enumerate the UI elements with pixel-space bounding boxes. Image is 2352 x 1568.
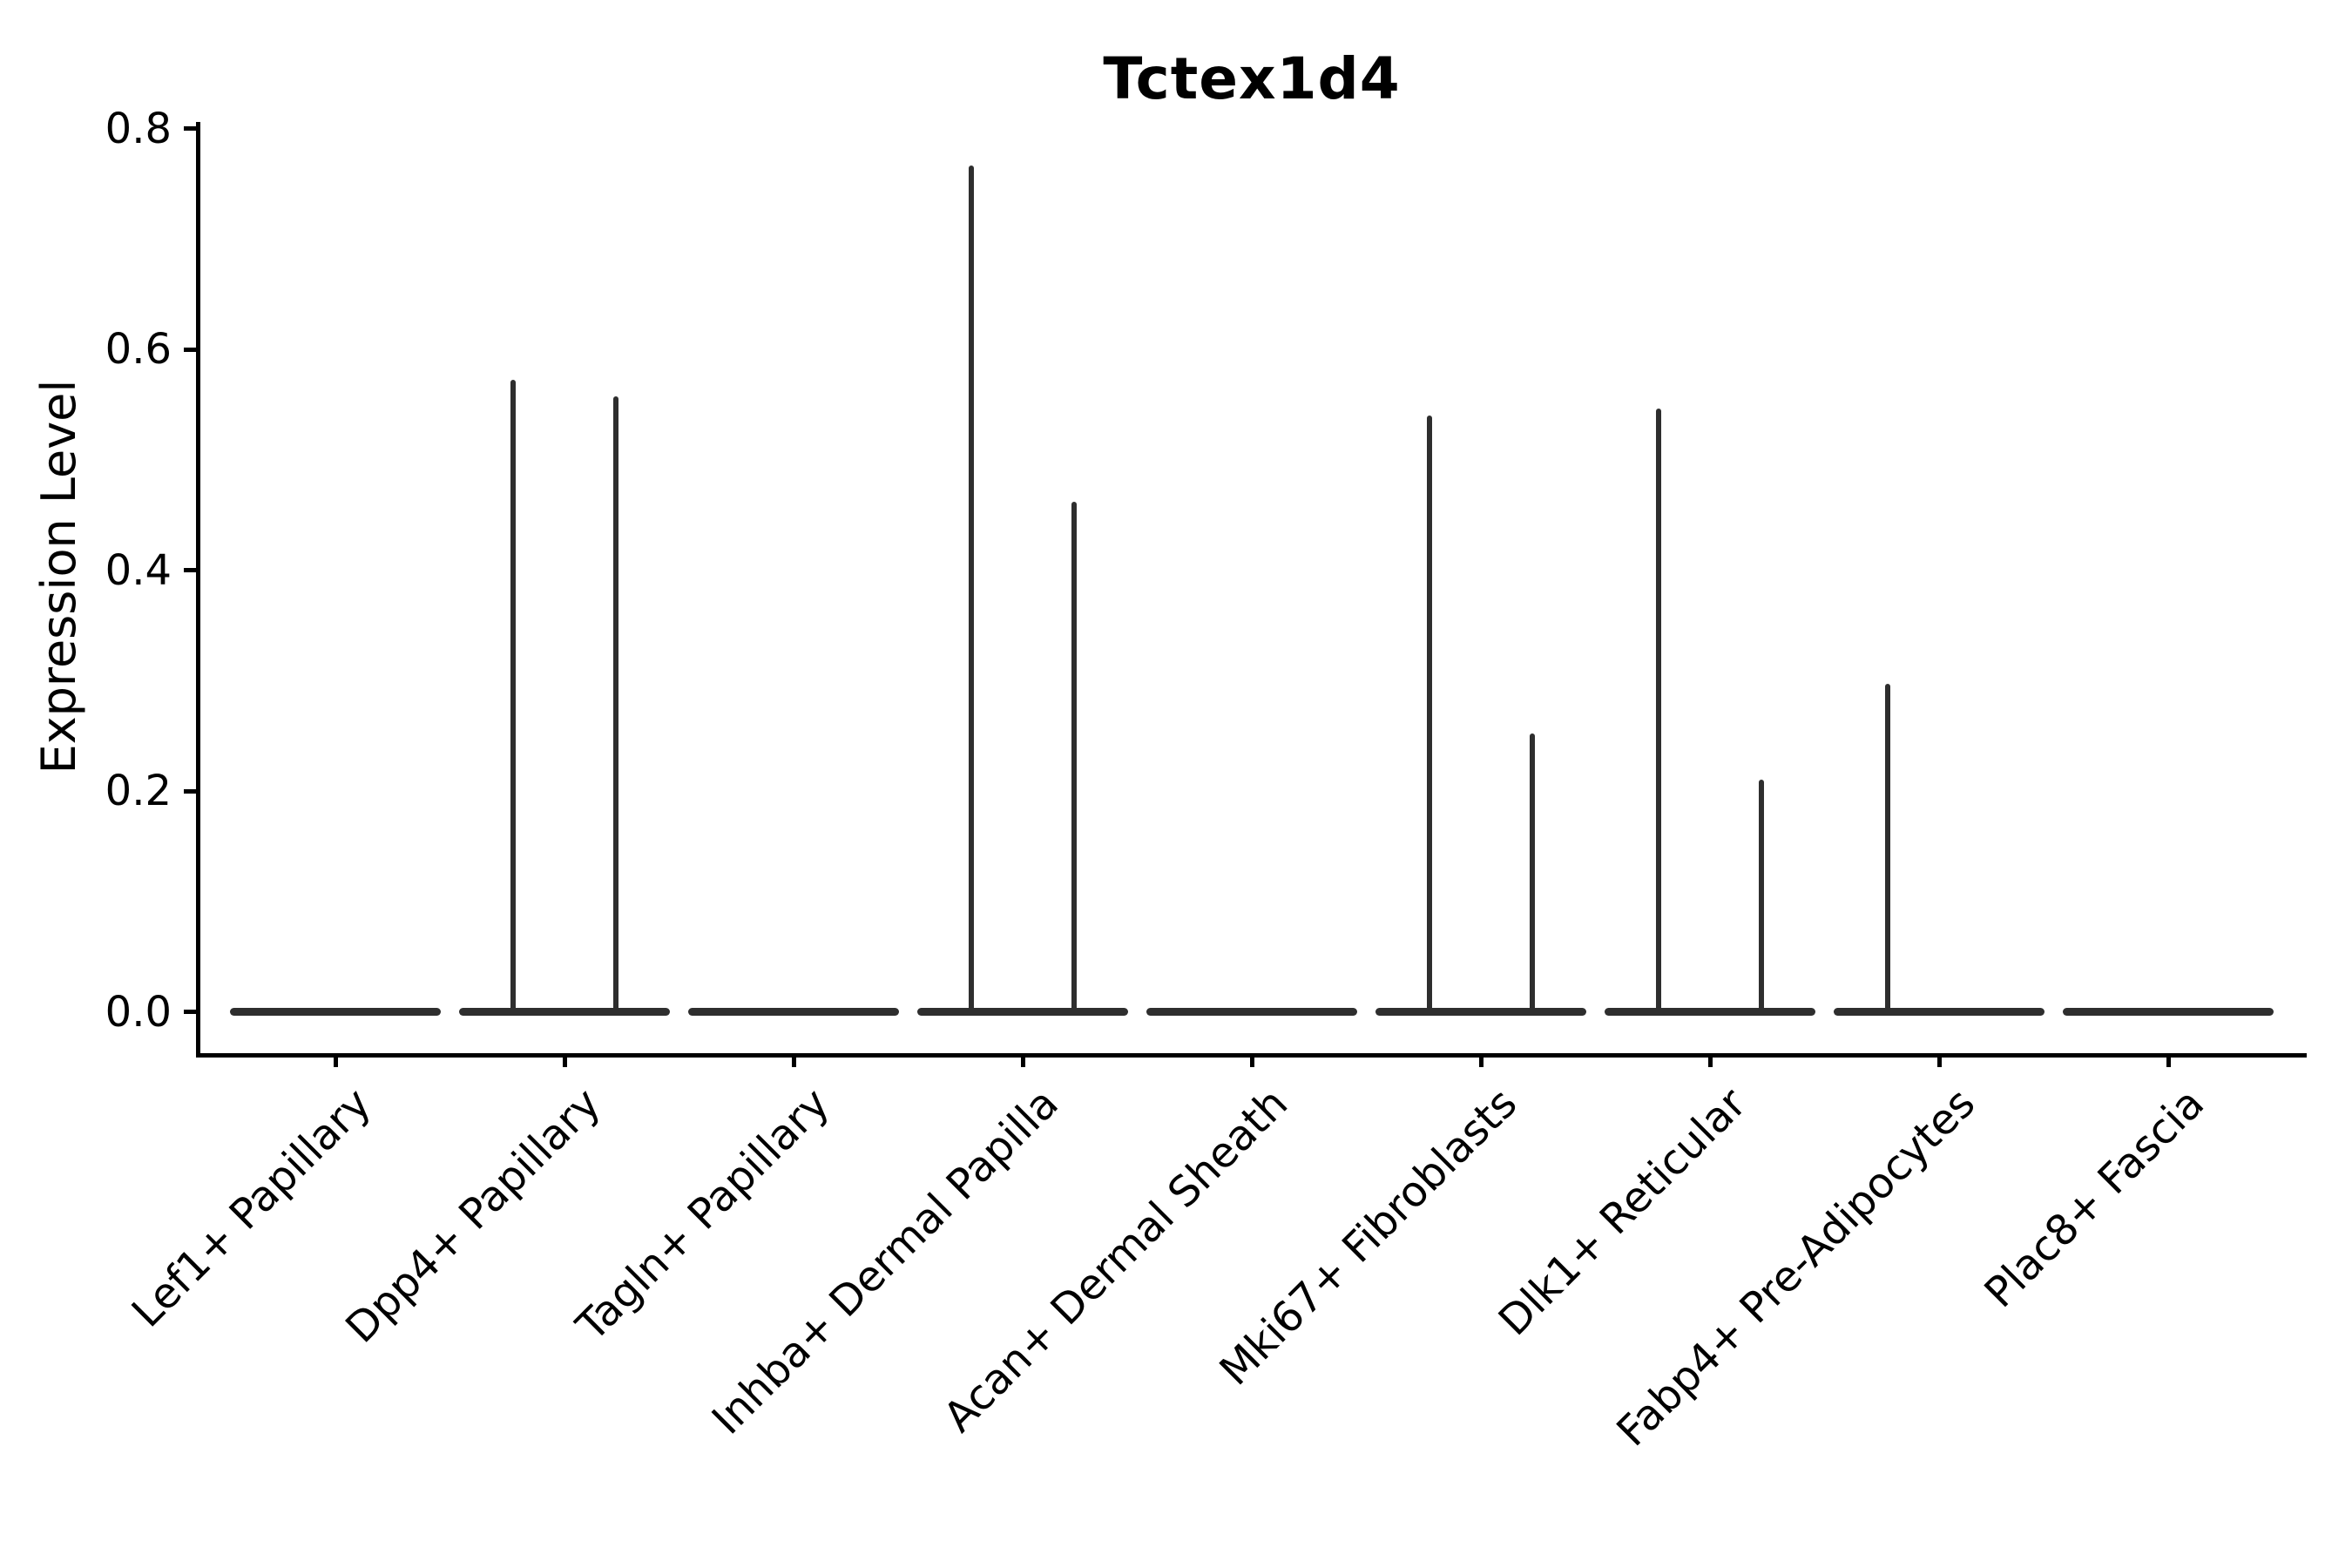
violin-base [1375, 1008, 1586, 1016]
x-tick-label: Tagln+ Papillary [567, 1078, 840, 1351]
x-tick-mark [791, 1053, 796, 1067]
violin-spike [1759, 780, 1764, 1014]
y-tick-mark [184, 126, 196, 132]
x-tick-mark [1936, 1053, 1942, 1067]
y-tick-mark [184, 788, 196, 794]
violin-spike [1656, 408, 1661, 1014]
violin-base [230, 1008, 441, 1016]
y-tick-mark [184, 568, 196, 573]
violin-base [688, 1008, 899, 1016]
y-tick-mark [184, 1010, 196, 1014]
chart-title: Tctex1d4 [1103, 45, 1401, 112]
violin-spike [613, 395, 618, 1014]
y-tick-label: 0.2 [105, 767, 172, 816]
violin-spike [1530, 733, 1535, 1014]
violin-spike [969, 165, 974, 1014]
y-tick-label: 0.8 [105, 104, 172, 153]
violin-spike [1427, 416, 1432, 1014]
violin-base [1146, 1008, 1357, 1016]
y-tick-mark [184, 347, 196, 352]
y-tick-label: 0.0 [105, 987, 172, 1037]
y-tick-label: 0.4 [105, 545, 172, 595]
x-tick-mark [333, 1053, 338, 1067]
violin-base [2063, 1008, 2274, 1016]
violin-spike [510, 379, 516, 1014]
violin-base [459, 1008, 670, 1016]
x-tick-mark [1020, 1053, 1025, 1067]
y-axis-spine [196, 122, 200, 1058]
violin-spike [1885, 684, 1890, 1014]
x-tick-mark [562, 1053, 567, 1067]
violin-spike [1071, 502, 1077, 1014]
x-tick-label: Plac8+ Fascia [1975, 1078, 2214, 1318]
x-tick-label: Dpp4+ Papillary [336, 1078, 611, 1353]
x-tick-label: Lef1+ Papillary [123, 1078, 382, 1337]
x-tick-mark [1707, 1053, 1713, 1067]
x-tick-label: Dlk1+ Reticular [1489, 1078, 1756, 1346]
violin-base [917, 1008, 1128, 1016]
violin-base [1605, 1008, 1815, 1016]
violin-base [1834, 1008, 2044, 1016]
x-tick-mark [1249, 1053, 1254, 1067]
x-tick-mark [1478, 1053, 1484, 1067]
y-tick-label: 0.6 [105, 325, 172, 375]
x-tick-mark [2166, 1053, 2171, 1067]
